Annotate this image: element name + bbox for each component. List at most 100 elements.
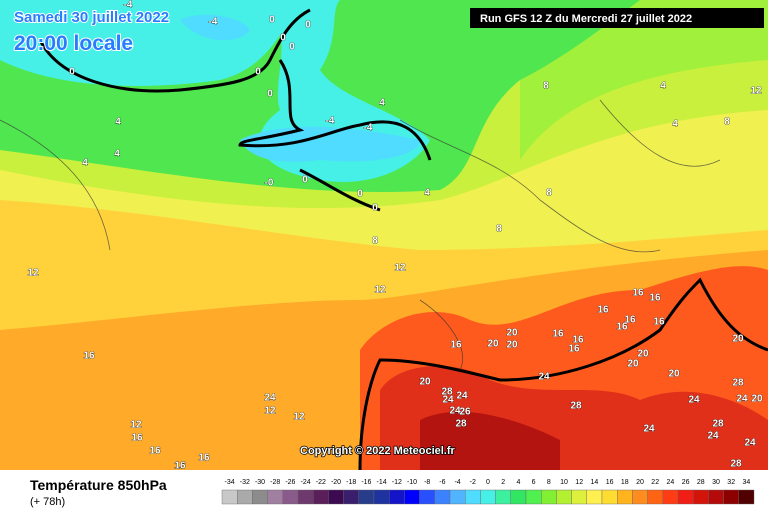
legend-tick-label: -6 bbox=[439, 479, 445, 486]
legend-swatch bbox=[632, 489, 648, 505]
legend-tick-label: 34 bbox=[743, 479, 751, 486]
contour-label: 0 bbox=[305, 20, 311, 31]
legend-tick-label: 14 bbox=[591, 479, 599, 486]
contour-label: 24 bbox=[707, 431, 719, 442]
run-info: Run GFS 12 Z du Mercredi 27 juillet 2022 bbox=[480, 13, 692, 25]
legend-swatch bbox=[480, 489, 496, 505]
legend-swatch bbox=[586, 489, 603, 505]
legend-tick-label: 26 bbox=[682, 479, 690, 486]
legend-tick-label: -32 bbox=[240, 479, 250, 486]
legend-swatch bbox=[693, 489, 709, 505]
legend-tick-label: 12 bbox=[575, 479, 583, 486]
contour-label: 0 bbox=[357, 189, 363, 200]
legend-swatch bbox=[389, 489, 405, 505]
legend-swatch bbox=[647, 489, 663, 505]
legend-tick-label: -2 bbox=[470, 479, 476, 486]
contour-label: 20 bbox=[668, 369, 680, 380]
contour-label: 4 bbox=[424, 188, 430, 199]
contour-label: 28 bbox=[570, 401, 582, 412]
contour-label: 16 bbox=[597, 305, 609, 316]
contour-label: 26 bbox=[459, 407, 471, 418]
contour-label: 0 bbox=[269, 15, 275, 26]
contour-label: 28 bbox=[732, 378, 744, 389]
contour-label: 24 bbox=[688, 395, 700, 406]
contour-label: 20 bbox=[506, 328, 518, 339]
copyright: Copyright © 2022 Meteociel.fr bbox=[300, 445, 456, 457]
contour-label: 8 bbox=[372, 236, 378, 247]
legend-swatch bbox=[282, 489, 299, 505]
legend-swatch bbox=[449, 489, 466, 505]
contour-label: 20 bbox=[732, 334, 744, 345]
contour-label: 0 bbox=[267, 89, 273, 100]
contour-label: 20 bbox=[506, 340, 518, 351]
contour-label: 24 bbox=[643, 424, 655, 435]
legend-swatch bbox=[373, 489, 390, 505]
contour-label: 20 bbox=[627, 359, 639, 370]
contour-label: 4 bbox=[672, 119, 678, 130]
contour-label: 20 bbox=[637, 349, 649, 360]
contour-label: 12 bbox=[264, 406, 276, 417]
footer-lead: (+ 78h) bbox=[30, 496, 65, 508]
legend-tick-label: -4 bbox=[454, 479, 460, 486]
legend-swatch bbox=[677, 489, 694, 505]
legend-tick-label: 18 bbox=[621, 479, 629, 486]
contour-label: 0 bbox=[302, 175, 308, 186]
legend-tick-label: -18 bbox=[346, 479, 356, 486]
contour-label: 12 bbox=[394, 263, 406, 274]
legend-tick-label: -34 bbox=[225, 479, 235, 486]
contour-label: 16 bbox=[632, 288, 644, 299]
contour-label: 24 bbox=[538, 372, 550, 383]
contour-label: 16 bbox=[653, 317, 665, 328]
contour-label: 16 bbox=[450, 340, 462, 351]
contour-label: 24 bbox=[744, 438, 756, 449]
legend-swatch bbox=[571, 489, 587, 505]
legend-swatch bbox=[617, 489, 633, 505]
contour-label: 0 bbox=[69, 67, 75, 78]
legend-tick-label: -10 bbox=[407, 479, 417, 486]
contour-label: 12 bbox=[750, 86, 762, 97]
contour-label: 24 bbox=[449, 406, 461, 417]
map bbox=[0, 0, 768, 471]
legend-tick-label: 22 bbox=[651, 479, 659, 486]
legend: -34 -32 -30 -28 -26 -24 -22 -20 -18 -16 -14 -12 -10-… bbox=[221, 479, 755, 505]
legend-tick-label: 30 bbox=[712, 479, 720, 486]
contour-label: 8 bbox=[546, 188, 552, 199]
contour-label: 20 bbox=[419, 377, 431, 388]
contour-label: 16 bbox=[616, 322, 628, 333]
contour-label: 8 bbox=[543, 81, 549, 92]
legend-swatch bbox=[723, 489, 739, 505]
contour-label: 0 bbox=[255, 67, 261, 78]
legend-tick-label: 10 bbox=[560, 479, 568, 486]
legend-tick-label: 0 bbox=[486, 479, 490, 486]
legend-tick-label: -14 bbox=[377, 479, 387, 486]
contour-label: 0 bbox=[372, 203, 378, 214]
legend-tick-label: -22 bbox=[316, 479, 326, 486]
contour-label: 8 bbox=[496, 224, 502, 235]
contour-label: 28 bbox=[712, 419, 724, 430]
legend-swatch bbox=[541, 489, 557, 505]
contour-label: 16 bbox=[174, 461, 186, 472]
contour-label: 24 bbox=[442, 395, 454, 406]
legend-swatch bbox=[738, 489, 755, 505]
legend-swatch bbox=[601, 489, 618, 505]
contour-label: 16 bbox=[149, 446, 161, 457]
contour-label: 12 bbox=[27, 268, 39, 279]
legend-tick-label: -24 bbox=[301, 479, 311, 486]
contour-label: 4 bbox=[114, 149, 120, 160]
legend-swatch bbox=[404, 489, 420, 505]
valid-time: 20:00 locale bbox=[14, 32, 133, 55]
contour-label: 16 bbox=[624, 315, 636, 326]
contour-label: -4 bbox=[326, 116, 335, 127]
run-box bbox=[470, 8, 764, 28]
legend-tick-label: 2 bbox=[501, 479, 505, 486]
legend-tick-label: 4 bbox=[516, 479, 520, 486]
legend-swatch bbox=[236, 489, 253, 505]
legend-swatch bbox=[358, 489, 375, 505]
contour-label: 4 bbox=[115, 117, 121, 128]
contour-label: -0 bbox=[265, 178, 274, 189]
legend-swatch bbox=[662, 489, 679, 505]
legend-swatch bbox=[343, 489, 360, 505]
